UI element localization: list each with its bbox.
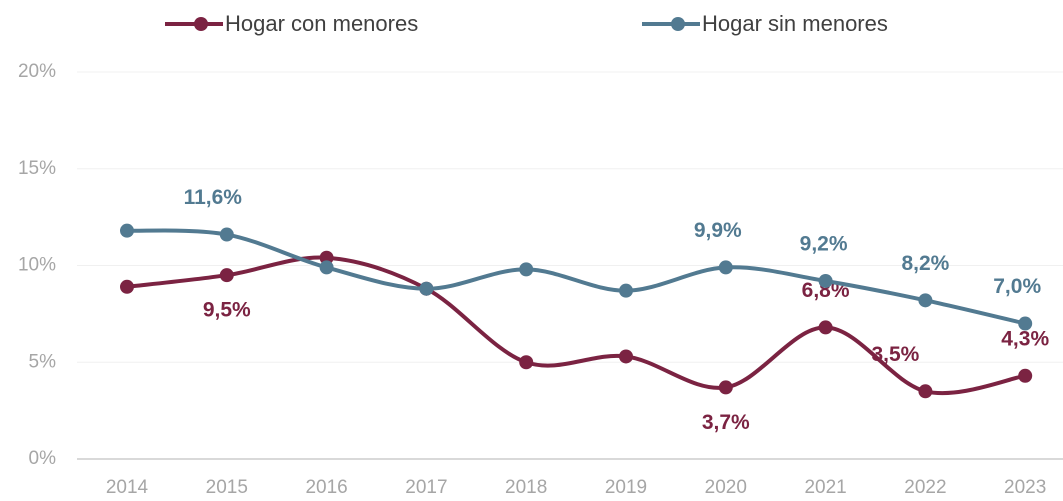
data-label: 11,6% — [184, 186, 243, 209]
legend-label: Hogar con menores — [225, 11, 418, 36]
data-point — [319, 250, 334, 265]
data-point — [219, 227, 234, 242]
data-point — [120, 223, 134, 238]
y-tick-label: 5% — [29, 351, 57, 372]
x-tick-label: 2019 — [605, 477, 647, 498]
data-label: 3,5% — [871, 343, 919, 366]
data-label: 3,7% — [702, 411, 750, 434]
x-tick-label: 2018 — [505, 477, 547, 498]
data-point — [1018, 368, 1033, 383]
legend-label: Hogar sin menores — [702, 11, 888, 36]
data-label: 8,2% — [901, 252, 949, 275]
data-point — [718, 260, 733, 275]
data-point — [519, 262, 534, 277]
legend-marker — [671, 17, 685, 31]
data-point — [1018, 316, 1033, 331]
y-tick-label: 15% — [18, 158, 56, 179]
data-label: 4,3% — [1001, 327, 1049, 350]
data-label: 7,0% — [993, 275, 1041, 298]
x-tick-label: 2020 — [705, 477, 747, 498]
x-tick-label: 2017 — [405, 477, 447, 498]
data-point — [319, 260, 334, 275]
data-point — [818, 273, 833, 288]
x-tick-label: 2021 — [804, 477, 846, 498]
data-label: 9,5% — [203, 299, 251, 322]
data-point — [918, 293, 933, 308]
x-tick-label: 2022 — [904, 477, 946, 498]
data-point — [419, 281, 434, 296]
data-point — [519, 355, 534, 370]
x-tick-label: 2015 — [206, 477, 248, 498]
series-line — [126, 255, 1026, 396]
x-tick-label: 2023 — [1004, 477, 1046, 498]
data-point — [619, 283, 633, 298]
data-point — [718, 380, 733, 395]
y-tick-label: 10% — [18, 255, 56, 276]
data-point — [619, 349, 633, 364]
data-point — [818, 320, 833, 335]
x-tick-label: 2016 — [305, 477, 347, 498]
series-line — [126, 228, 1026, 326]
x-tick-label: 2014 — [106, 477, 149, 498]
y-tick-label: 0% — [29, 448, 57, 469]
data-label: 9,9% — [694, 219, 742, 242]
data-point — [219, 268, 234, 283]
legend-marker — [194, 17, 208, 31]
data-point — [918, 384, 933, 399]
data-point — [120, 279, 134, 294]
y-tick-label: 20% — [18, 61, 56, 82]
data-label: 9,2% — [800, 233, 848, 256]
